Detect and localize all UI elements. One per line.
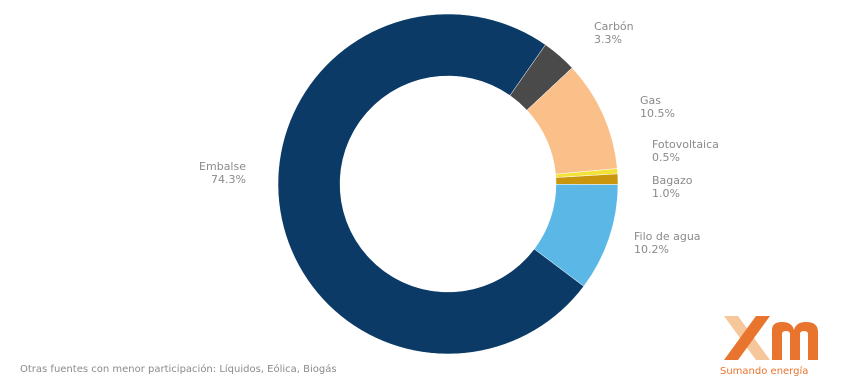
slice-value-filo-de-agua: 10.2%: [634, 243, 669, 256]
slice-category-embalse: Embalse: [199, 160, 246, 173]
logo-tagline: Sumando energía: [720, 366, 809, 377]
slice-value-carbon: 3.3%: [594, 33, 622, 46]
xm-logo-x-stroke-dark: [724, 316, 770, 360]
slice-category-carbon: Carbón: [594, 20, 634, 33]
slice-label-fotovoltaica: Fotovoltaica 0.5%: [652, 138, 719, 164]
slice-category-fotovoltaica: Fotovoltaica: [652, 138, 719, 151]
chart-slices: [277, 13, 619, 355]
slice-value-embalse: 74.3%: [211, 173, 246, 186]
xm-logo: Sumando energía: [716, 310, 840, 382]
xm-logo-mark: [724, 316, 818, 360]
chart-labels: Embalse 74.3% Carbón 3.3% Gas 10.5% Fotovoltai…: [199, 20, 719, 256]
slice-label-gas: Gas 10.5%: [640, 94, 675, 120]
slice-label-embalse: Embalse 74.3%: [199, 160, 246, 186]
slice-value-bagazo: 1.0%: [652, 187, 680, 200]
slice-filo-de-agua: [533, 184, 619, 287]
slice-label-carbon: Carbón 3.3%: [594, 20, 634, 46]
footnote-other-sources: Otras fuentes con menor participación: L…: [20, 364, 337, 375]
slice-value-gas: 10.5%: [640, 107, 675, 120]
xm-logo-m: [772, 322, 818, 360]
slice-category-filo-de-agua: Filo de agua: [634, 230, 701, 243]
slice-value-fotovoltaica: 0.5%: [652, 151, 680, 164]
slice-category-gas: Gas: [640, 94, 661, 107]
slice-category-bagazo: Bagazo: [652, 174, 693, 187]
slice-label-filo-de-agua: Filo de agua 10.2%: [634, 230, 701, 256]
slice-label-bagazo: Bagazo 1.0%: [652, 174, 693, 200]
slice-embalse: [277, 13, 585, 355]
